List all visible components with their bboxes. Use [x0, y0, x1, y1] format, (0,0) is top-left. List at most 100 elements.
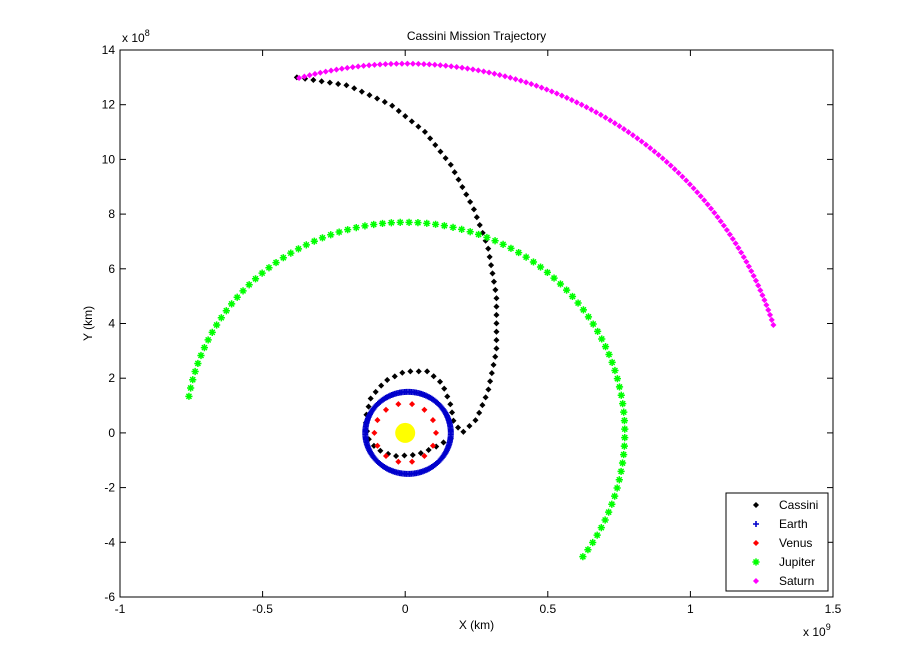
saturn-point — [558, 92, 565, 99]
saturn-point — [420, 61, 427, 68]
jupiter-point — [208, 328, 216, 336]
saturn-point — [602, 114, 609, 121]
venus-point — [374, 442, 381, 449]
cassini-point — [493, 345, 500, 352]
jupiter-point — [605, 350, 613, 359]
y-tick-label: 8 — [108, 207, 115, 221]
x-multiplier-base: x 10 — [803, 625, 826, 639]
earth-point — [447, 431, 454, 438]
saturn-point — [752, 277, 759, 284]
y-tick-label: 4 — [108, 317, 115, 331]
jupiter-point — [396, 218, 404, 226]
series-saturn — [296, 60, 777, 328]
cassini-point — [485, 245, 492, 252]
cassini-point — [318, 78, 325, 85]
cassini-point — [437, 148, 444, 155]
legend-entry: Venus — [752, 536, 812, 550]
cassini-point — [372, 388, 379, 395]
jupiter-point — [475, 230, 483, 239]
x-multiplier-exponent: 9 — [826, 622, 831, 632]
y-multiplier-base: x 10 — [122, 31, 145, 45]
cassini-point — [447, 401, 454, 408]
jupiter-point — [579, 306, 588, 314]
saturn-point — [538, 84, 545, 91]
jupiter-point — [507, 244, 515, 252]
jupiter-point — [245, 281, 253, 289]
cassini-point — [407, 368, 414, 375]
saturn-point — [761, 297, 768, 304]
saturn-point — [311, 70, 319, 77]
cassini-point — [402, 113, 409, 120]
y-tick-label: 2 — [108, 371, 115, 385]
saturn-point — [393, 60, 400, 67]
jupiter-point — [617, 391, 625, 399]
saturn-point — [686, 181, 693, 188]
cassini-point — [343, 82, 350, 89]
cassini-point — [310, 76, 317, 84]
venus-point — [395, 401, 402, 408]
saturn-point — [366, 62, 373, 69]
cassini-point — [424, 368, 431, 375]
cassini-point — [436, 378, 444, 385]
jupiter-point — [601, 516, 609, 524]
saturn-point — [765, 306, 772, 313]
jupiter-point — [217, 314, 225, 322]
saturn-point — [717, 218, 724, 225]
cassini-point — [493, 320, 500, 327]
saturn-point — [770, 321, 777, 328]
jupiter-point — [378, 219, 387, 228]
legend: Cassini Earth Venus Jupiter Saturn — [725, 492, 829, 592]
saturn-point — [611, 120, 618, 127]
legend-label: Venus — [779, 536, 812, 550]
jupiter-point — [550, 274, 558, 282]
jupiter-point — [440, 222, 448, 230]
saturn-point — [301, 73, 308, 80]
y-axis-multiplier: x 108 — [122, 28, 150, 45]
jupiter-point — [589, 320, 597, 328]
cassini-point — [378, 382, 385, 389]
legend-label: Jupiter — [779, 555, 815, 569]
jupiter-point — [608, 500, 616, 508]
cassini-point — [401, 452, 408, 459]
y-tick-label: -2 — [104, 481, 115, 495]
jupiter-point — [387, 219, 395, 227]
jupiter-point — [222, 307, 230, 315]
cassini-point — [485, 386, 492, 393]
saturn-point — [697, 193, 704, 200]
saturn-point — [750, 272, 757, 279]
saturn-point — [523, 79, 530, 86]
saturn-point — [507, 74, 514, 81]
jupiter-point — [556, 280, 565, 288]
saturn-point — [588, 106, 595, 113]
cassini-point — [463, 191, 470, 198]
jupiter-point — [310, 237, 318, 245]
saturn-point — [578, 101, 585, 108]
saturn-point — [338, 65, 345, 72]
cassini-point — [430, 373, 437, 380]
cassini-point — [451, 169, 458, 176]
saturn-point — [398, 60, 405, 67]
jupiter-point — [405, 218, 413, 226]
jupiter-point — [197, 351, 205, 360]
saturn-point — [553, 90, 560, 97]
jupiter-point — [233, 293, 241, 301]
cassini-point — [488, 262, 495, 269]
saturn-point — [437, 62, 444, 69]
x-tick-label: 1.5 — [825, 602, 842, 616]
cassini-point — [366, 92, 373, 99]
saturn-point — [625, 129, 632, 136]
jupiter-point — [187, 384, 195, 392]
cassini-point — [493, 328, 500, 335]
cassini-point — [486, 253, 493, 260]
jupiter-point — [543, 268, 552, 277]
venus-point — [382, 452, 390, 460]
saturn-point — [349, 64, 356, 71]
saturn-point — [651, 148, 658, 155]
saturn-point — [355, 63, 362, 70]
jupiter-point — [194, 359, 202, 368]
saturn-point — [659, 155, 666, 162]
legend-entry: Cassini — [752, 498, 818, 512]
jupiter-point — [185, 392, 193, 400]
jupiter-point — [618, 459, 627, 467]
